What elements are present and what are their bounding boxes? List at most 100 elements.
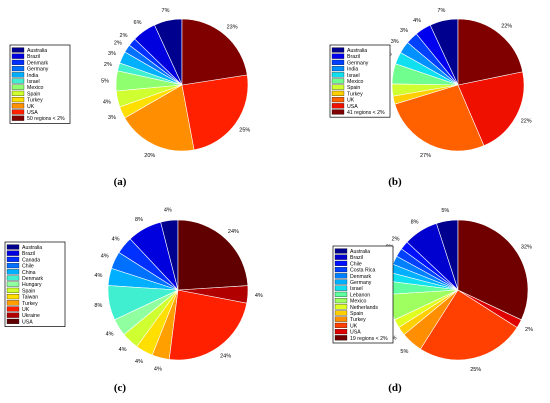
legend-swatch bbox=[6, 281, 20, 287]
pie-slice-50-regions-2- bbox=[181, 18, 248, 86]
legend-swatch bbox=[334, 335, 348, 341]
pie-percent-label: 2% bbox=[114, 41, 122, 47]
legend-entry: Costa Rica bbox=[350, 268, 375, 274]
pie-slice-usa bbox=[457, 71, 525, 147]
legend-entry: Australia bbox=[27, 48, 47, 54]
legend-swatch bbox=[6, 306, 20, 312]
pie-percent-label: 24% bbox=[228, 229, 239, 235]
pie-percent-label: 24% bbox=[220, 354, 231, 360]
pie-percent-label: 22% bbox=[521, 119, 532, 125]
pie-percent-label: 4% bbox=[112, 236, 120, 242]
legend-entry: Hungary bbox=[22, 282, 42, 288]
pie-percent-label: 25% bbox=[470, 367, 481, 373]
pie-percent-label: 4% bbox=[413, 18, 421, 24]
pie-percent-label: 25% bbox=[239, 128, 250, 134]
legend-entry: Australia bbox=[350, 249, 370, 255]
legend-entry: Spain bbox=[350, 311, 363, 317]
pie-chart-1: 7% 6% 2% 2% 3% 2% 5% 4% 3% 20% 25% 23% AustraliaBraz… bbox=[9, 8, 250, 188]
legend-swatch bbox=[334, 248, 348, 254]
legend: AustraliaBrazilCanadaChileChinaDenmarkHu… bbox=[4, 241, 66, 327]
legend-entry: Netherlands bbox=[350, 305, 378, 311]
pie-percent-label: 2% bbox=[120, 33, 128, 39]
legend-swatch bbox=[334, 285, 348, 291]
pie-percent-label: 3% bbox=[400, 28, 408, 34]
pie-percent-label: 5% bbox=[400, 349, 408, 355]
legend-entry: 41 regions < 2% bbox=[347, 110, 385, 116]
panel-label: (a) bbox=[114, 176, 127, 188]
pie-percent-label: 27% bbox=[420, 153, 431, 159]
pie-chart-2: 7%4%3%3%3%5%3%2%27%22%22%AustraliaBrazil… bbox=[329, 8, 532, 188]
legend-swatch bbox=[11, 72, 25, 78]
legend-entry: Brazil bbox=[347, 54, 360, 60]
legend-entry: Lebanon bbox=[350, 292, 370, 298]
pie-slice-usa bbox=[177, 219, 249, 291]
legend-swatch bbox=[11, 109, 25, 115]
pie-percent-label: 5% bbox=[101, 78, 109, 84]
legend-swatch bbox=[334, 267, 348, 273]
legend-entry: Turkey bbox=[22, 301, 38, 307]
pie-percent-label: 8% bbox=[94, 303, 102, 309]
pie-percent-label: 4% bbox=[255, 293, 263, 299]
legend-entry: Spain bbox=[27, 91, 40, 97]
legend-swatch bbox=[6, 294, 20, 300]
pie-percent-label: 4% bbox=[101, 254, 109, 260]
legend-swatch bbox=[331, 59, 345, 65]
legend-swatch bbox=[331, 97, 345, 103]
pie-percent-label: 8% bbox=[411, 220, 419, 226]
legend-entry: Mexico bbox=[27, 85, 44, 91]
legend-swatch bbox=[331, 109, 345, 115]
legend-entry: USA bbox=[347, 104, 358, 110]
legend-entry: UK bbox=[27, 104, 35, 110]
legend-swatch bbox=[11, 115, 25, 121]
legend-swatch bbox=[331, 103, 345, 109]
legend-entry: Australia bbox=[22, 245, 42, 251]
legend-entry: Germany bbox=[347, 60, 369, 66]
legend-entry: India bbox=[27, 73, 38, 79]
legend-swatch bbox=[334, 310, 348, 316]
pie-percent-label: 4% bbox=[135, 359, 143, 365]
pie-slice-19-regions-2- bbox=[457, 219, 529, 321]
legend-entry: Ukraine bbox=[22, 313, 40, 319]
pie-percent-label: 7% bbox=[437, 8, 445, 14]
legend-swatch bbox=[6, 312, 20, 318]
legend-swatch bbox=[6, 244, 20, 250]
legend-swatch bbox=[11, 84, 25, 90]
legend-swatch bbox=[331, 72, 345, 78]
pie-slice-uk bbox=[420, 289, 518, 361]
legend-entry: UK bbox=[22, 307, 30, 313]
legend-entry: Turkey bbox=[350, 317, 366, 323]
legend-entry: USA bbox=[27, 110, 38, 116]
legend-entry: Israel bbox=[27, 79, 40, 85]
legend-entry: USA bbox=[350, 330, 361, 336]
legend-entry: 50 regions < 2% bbox=[27, 116, 65, 122]
legend-swatch bbox=[334, 298, 348, 304]
pie-percent-label: 3% bbox=[108, 51, 116, 57]
legend-swatch bbox=[331, 53, 345, 59]
pie-percent-label: 2% bbox=[525, 327, 533, 333]
legend-swatch bbox=[6, 318, 20, 324]
pie-chart-4: 5%8%2%2%2%2%2%3%6%2%2%5%25%2%32%Australi… bbox=[332, 208, 533, 394]
pie-percent-label: 4% bbox=[119, 347, 127, 353]
legend-swatch bbox=[11, 47, 25, 53]
legend-swatch bbox=[11, 97, 25, 103]
pie-percent-label: 8% bbox=[135, 217, 143, 223]
legend-entry: Israel bbox=[347, 73, 360, 79]
legend-entry: Denmark bbox=[27, 60, 48, 66]
legend-swatch bbox=[334, 279, 348, 285]
legend-swatch bbox=[6, 287, 20, 293]
legend-swatch bbox=[6, 275, 20, 281]
pie-percent-label: 4% bbox=[103, 100, 111, 106]
legend-swatch bbox=[11, 78, 25, 84]
legend-entry: UK bbox=[350, 323, 358, 329]
legend-swatch bbox=[334, 304, 348, 310]
pie-slice-uk bbox=[168, 289, 248, 361]
legend-entry: 19 regions < 2% bbox=[350, 336, 388, 342]
legend-entry: Turkey bbox=[347, 91, 363, 97]
legend-entry: Germany bbox=[27, 67, 49, 73]
legend-swatch bbox=[6, 263, 20, 269]
legend-swatch bbox=[6, 269, 20, 275]
legend-swatch bbox=[334, 316, 348, 322]
pie-percent-label: 20% bbox=[144, 153, 155, 159]
